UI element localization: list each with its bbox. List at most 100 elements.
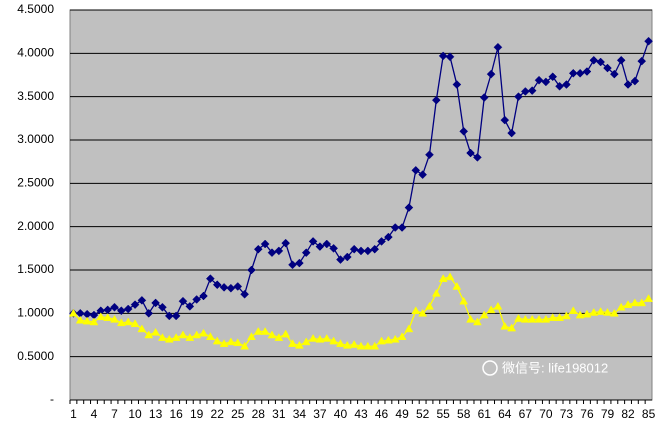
point-marker <box>96 312 106 321</box>
point-marker <box>301 337 311 346</box>
point-marker <box>315 242 325 251</box>
point-marker <box>637 298 647 307</box>
x-tick-label: 10 <box>128 407 142 421</box>
point-marker <box>192 295 202 304</box>
point-marker <box>281 238 291 248</box>
point-marker <box>363 341 373 350</box>
point-marker <box>459 126 469 136</box>
point-marker <box>445 52 455 62</box>
x-tick-label: 85 <box>642 407 656 421</box>
point-marker <box>582 309 592 318</box>
point-marker <box>247 265 256 275</box>
point-marker <box>274 246 284 256</box>
point-marker <box>575 310 585 319</box>
point-marker <box>459 296 469 305</box>
point-marker <box>336 339 345 347</box>
point-marker <box>212 280 222 290</box>
x-tick-label: 40 <box>334 407 348 421</box>
point-marker <box>260 327 270 335</box>
point-marker <box>479 93 489 102</box>
point-marker <box>452 80 462 89</box>
point-marker <box>562 80 571 89</box>
point-marker <box>164 334 174 343</box>
y-tick-label: - <box>50 392 54 406</box>
x-tick-label: 70 <box>539 407 553 421</box>
point-marker <box>493 42 503 52</box>
point-marker <box>199 291 208 301</box>
watermark-text: 微信号: life198012 <box>502 360 608 375</box>
point-marker <box>630 298 640 307</box>
x-tick-label: 43 <box>354 407 368 421</box>
x-tick-label: 73 <box>560 407 574 421</box>
point-marker <box>527 86 537 95</box>
y-tick-label: 3.0000 <box>17 132 54 146</box>
point-marker <box>500 321 510 330</box>
point-marker <box>199 328 208 337</box>
point-marker <box>253 327 263 335</box>
point-marker <box>288 260 297 270</box>
point-marker <box>219 282 229 292</box>
point-marker <box>431 288 441 297</box>
point-marker <box>192 330 202 339</box>
y-tick-label: 0.5000 <box>17 349 54 363</box>
point-marker <box>555 81 564 91</box>
point-marker <box>418 170 427 180</box>
point-marker <box>158 333 167 341</box>
point-marker <box>247 332 256 340</box>
point-marker <box>534 314 544 323</box>
point-marker <box>185 302 195 311</box>
point-marker <box>404 324 414 333</box>
point-marker <box>507 128 516 138</box>
point-marker <box>548 313 558 321</box>
point-marker <box>329 336 339 345</box>
point-marker <box>219 339 229 347</box>
point-marker <box>520 314 530 323</box>
x-tick-label: 34 <box>293 407 307 421</box>
x-tick-label: 58 <box>457 407 471 421</box>
x-tick-label: 49 <box>395 407 409 421</box>
x-tick-label: 22 <box>211 407 225 421</box>
watermark: 微信号: life198012 <box>482 360 608 376</box>
point-marker <box>616 55 626 65</box>
point-marker <box>205 332 215 340</box>
y-tick-label: 4.5000 <box>17 2 54 16</box>
x-tick-label: 16 <box>169 407 183 421</box>
x-tick-label: 52 <box>416 407 430 421</box>
x-tick-label: 4 <box>91 407 98 421</box>
point-marker <box>370 244 380 254</box>
point-marker <box>233 282 243 291</box>
point-marker <box>158 302 167 312</box>
point-marker <box>623 300 633 308</box>
point-marker <box>370 341 380 350</box>
point-marker <box>164 311 174 321</box>
point-marker <box>233 338 243 347</box>
point-marker <box>110 302 119 312</box>
point-marker <box>253 244 263 254</box>
point-marker <box>295 258 304 268</box>
point-marker <box>438 51 448 61</box>
y-tick-label: 1.5000 <box>17 262 54 276</box>
point-marker <box>425 150 434 160</box>
point-marker <box>520 87 530 96</box>
point-marker <box>527 314 537 323</box>
point-marker <box>384 232 393 242</box>
point-marker <box>609 69 619 79</box>
point-marker <box>356 246 366 256</box>
point-marker <box>144 330 154 339</box>
point-marker <box>356 341 366 350</box>
point-marker <box>596 57 606 67</box>
point-marker <box>260 239 270 249</box>
point-marker <box>308 237 318 246</box>
point-marker <box>171 333 181 341</box>
point-marker <box>603 307 612 316</box>
point-marker <box>178 296 188 306</box>
point-marker <box>507 323 517 332</box>
point-marker <box>137 295 147 305</box>
point-marker <box>575 68 585 78</box>
point-marker <box>206 274 215 284</box>
point-marker <box>431 95 441 105</box>
point-marker <box>644 294 654 302</box>
point-marker <box>240 289 249 299</box>
point-marker <box>555 313 564 321</box>
